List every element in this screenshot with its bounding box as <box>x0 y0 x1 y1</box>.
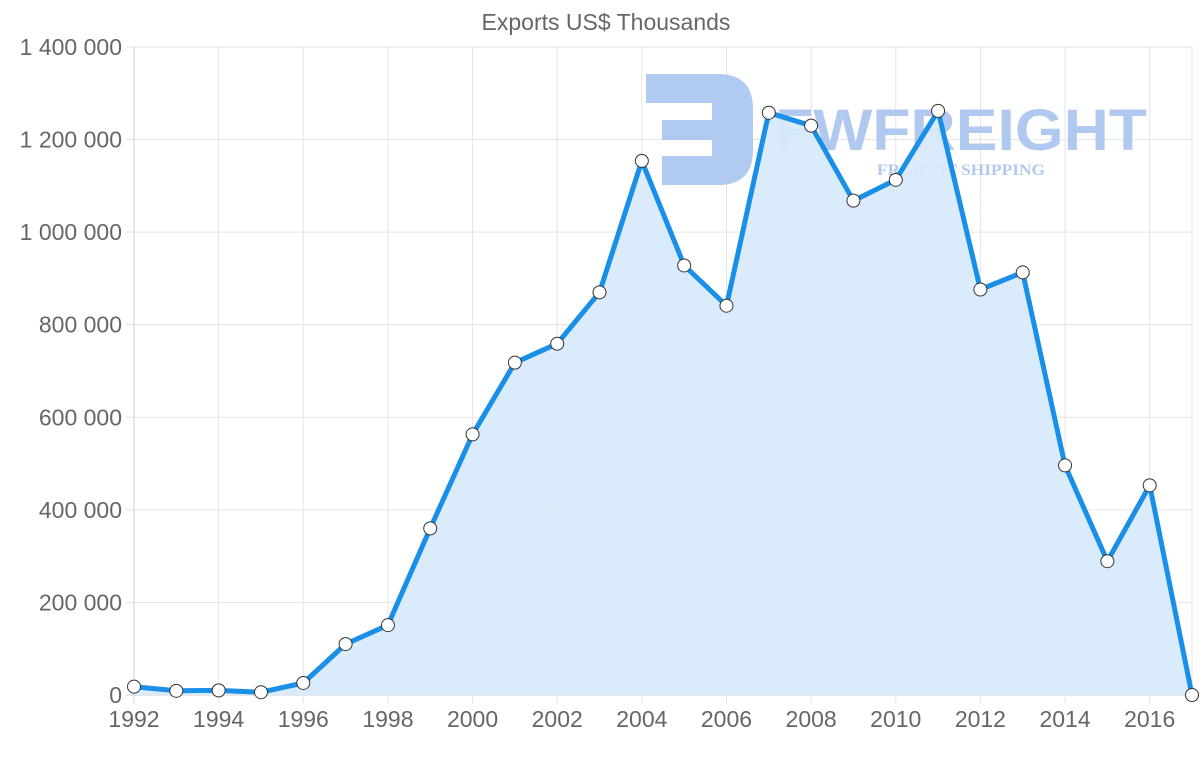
watermark-brand: FWFREIGHT <box>775 98 1147 163</box>
data-point[interactable] <box>1015 265 1030 280</box>
series-line <box>131 108 1195 698</box>
data-point[interactable] <box>973 282 988 297</box>
data-point[interactable] <box>888 172 903 187</box>
y-tick-label: 1 000 000 <box>20 219 122 245</box>
data-point[interactable] <box>1185 688 1199 702</box>
chart-title: Exports US$ Thousands <box>482 9 731 35</box>
y-tick-label: 0 <box>109 682 122 708</box>
data-point[interactable] <box>1100 554 1115 569</box>
x-tick-label: 2004 <box>616 706 667 732</box>
series-area <box>134 110 1192 695</box>
data-point[interactable] <box>127 679 141 694</box>
data-point[interactable] <box>169 683 184 698</box>
data-point[interactable] <box>338 637 353 652</box>
x-tick-label: 2016 <box>1124 706 1175 732</box>
y-tick-label: 400 000 <box>39 497 122 523</box>
y-tick-label: 1 200 000 <box>20 127 122 153</box>
y-tick-label: 600 000 <box>39 404 122 430</box>
data-point[interactable] <box>677 258 692 273</box>
y-tick-label: 200 000 <box>39 589 122 615</box>
x-tick-label: 1992 <box>108 706 159 732</box>
x-tick-label: 2010 <box>870 706 921 732</box>
x-tick-label: 2006 <box>701 706 752 732</box>
data-point[interactable] <box>211 683 226 698</box>
x-tick-label: 2008 <box>786 706 837 732</box>
y-axis-labels: 0 200 000 400 000 600 000 800 000 1 000 000 1 … <box>20 34 122 708</box>
data-point[interactable] <box>592 285 607 300</box>
data-point[interactable] <box>634 153 649 168</box>
x-axis-labels: 1992 1994 1996 1998 2000 2002 2004 2006 2008 2010… <box>108 706 1175 732</box>
x-tick-label: 1994 <box>193 706 244 732</box>
data-point[interactable] <box>804 118 819 133</box>
area-fill <box>134 110 1192 695</box>
data-point[interactable] <box>1142 478 1157 493</box>
data-point[interactable] <box>761 105 776 120</box>
data-point[interactable] <box>846 193 861 208</box>
x-tick-label: 1996 <box>278 706 329 732</box>
x-tick-label: 2000 <box>447 706 498 732</box>
watermark-logo-icon <box>646 74 753 185</box>
data-point[interactable] <box>719 298 734 313</box>
data-point[interactable] <box>380 618 395 633</box>
data-point[interactable] <box>296 675 311 690</box>
data-point[interactable] <box>1058 458 1073 473</box>
y-tick-label: 800 000 <box>39 312 122 338</box>
data-points <box>127 103 1199 702</box>
data-point[interactable] <box>931 103 946 118</box>
watermark: FWFREIGHT FREIGHT SHIPPING <box>646 74 1147 185</box>
data-point[interactable] <box>423 521 438 536</box>
x-tick-label: 2002 <box>532 706 583 732</box>
x-tick-label: 2014 <box>1039 706 1090 732</box>
data-line <box>131 108 1195 698</box>
x-tick-label: 2012 <box>955 706 1006 732</box>
data-point[interactable] <box>253 685 268 700</box>
data-point[interactable] <box>550 336 565 351</box>
data-point[interactable] <box>465 427 480 442</box>
data-point[interactable] <box>507 355 522 370</box>
x-tick-label: 1998 <box>362 706 413 732</box>
y-tick-label: 1 400 000 <box>20 34 122 60</box>
